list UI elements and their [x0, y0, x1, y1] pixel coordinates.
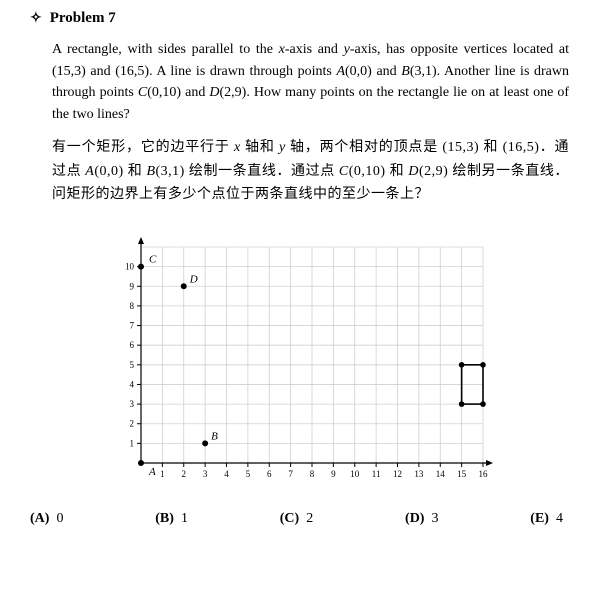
svg-text:7: 7 — [288, 469, 293, 479]
svg-text:2: 2 — [181, 469, 186, 479]
svg-text:3: 3 — [129, 399, 134, 409]
problem-number: Problem 7 — [50, 10, 116, 26]
svg-text:9: 9 — [129, 281, 134, 291]
svg-text:9: 9 — [331, 469, 336, 479]
answer-choices: (A) 0 (B) 1 (C) 2 (D) 3 (E) 4 — [30, 511, 569, 527]
problem-text-english: A rectangle, with sides parallel to the … — [52, 39, 569, 126]
svg-text:1: 1 — [129, 439, 134, 449]
svg-text:4: 4 — [224, 469, 229, 479]
star-icon: ✧ — [30, 11, 42, 26]
svg-text:15: 15 — [457, 469, 467, 479]
problem-title: ✧ Problem 7 — [30, 10, 569, 27]
svg-text:14: 14 — [435, 469, 445, 479]
svg-text:A: A — [148, 466, 156, 478]
choice-A: (A) 0 — [30, 511, 63, 527]
svg-text:10: 10 — [125, 262, 135, 272]
problem-graph: 1234567891011121314151612345678910ABCD — [105, 237, 495, 487]
svg-text:8: 8 — [129, 301, 134, 311]
choice-D: (D) 3 — [405, 511, 438, 527]
svg-text:B: B — [211, 431, 218, 443]
svg-text:8: 8 — [309, 469, 314, 479]
svg-text:13: 13 — [414, 469, 424, 479]
problem-text-chinese: 有一个矩形，它的边平行于 x 轴和 y 轴，两个相对的顶点是 (15,3) 和 … — [52, 136, 569, 207]
svg-text:16: 16 — [478, 469, 488, 479]
svg-text:4: 4 — [129, 380, 134, 390]
choice-C: (C) 2 — [280, 511, 313, 527]
svg-text:10: 10 — [350, 469, 360, 479]
svg-text:6: 6 — [267, 469, 272, 479]
svg-text:6: 6 — [129, 340, 134, 350]
svg-text:3: 3 — [202, 469, 207, 479]
svg-text:C: C — [149, 254, 157, 266]
svg-text:1: 1 — [160, 469, 165, 479]
svg-text:2: 2 — [129, 419, 134, 429]
svg-text:7: 7 — [129, 321, 134, 331]
choice-E: (E) 4 — [530, 511, 563, 527]
svg-text:5: 5 — [129, 360, 134, 370]
svg-text:12: 12 — [393, 469, 402, 479]
choice-B: (B) 1 — [155, 511, 188, 527]
svg-text:D: D — [188, 273, 197, 285]
svg-text:5: 5 — [245, 469, 250, 479]
svg-text:11: 11 — [371, 469, 380, 479]
